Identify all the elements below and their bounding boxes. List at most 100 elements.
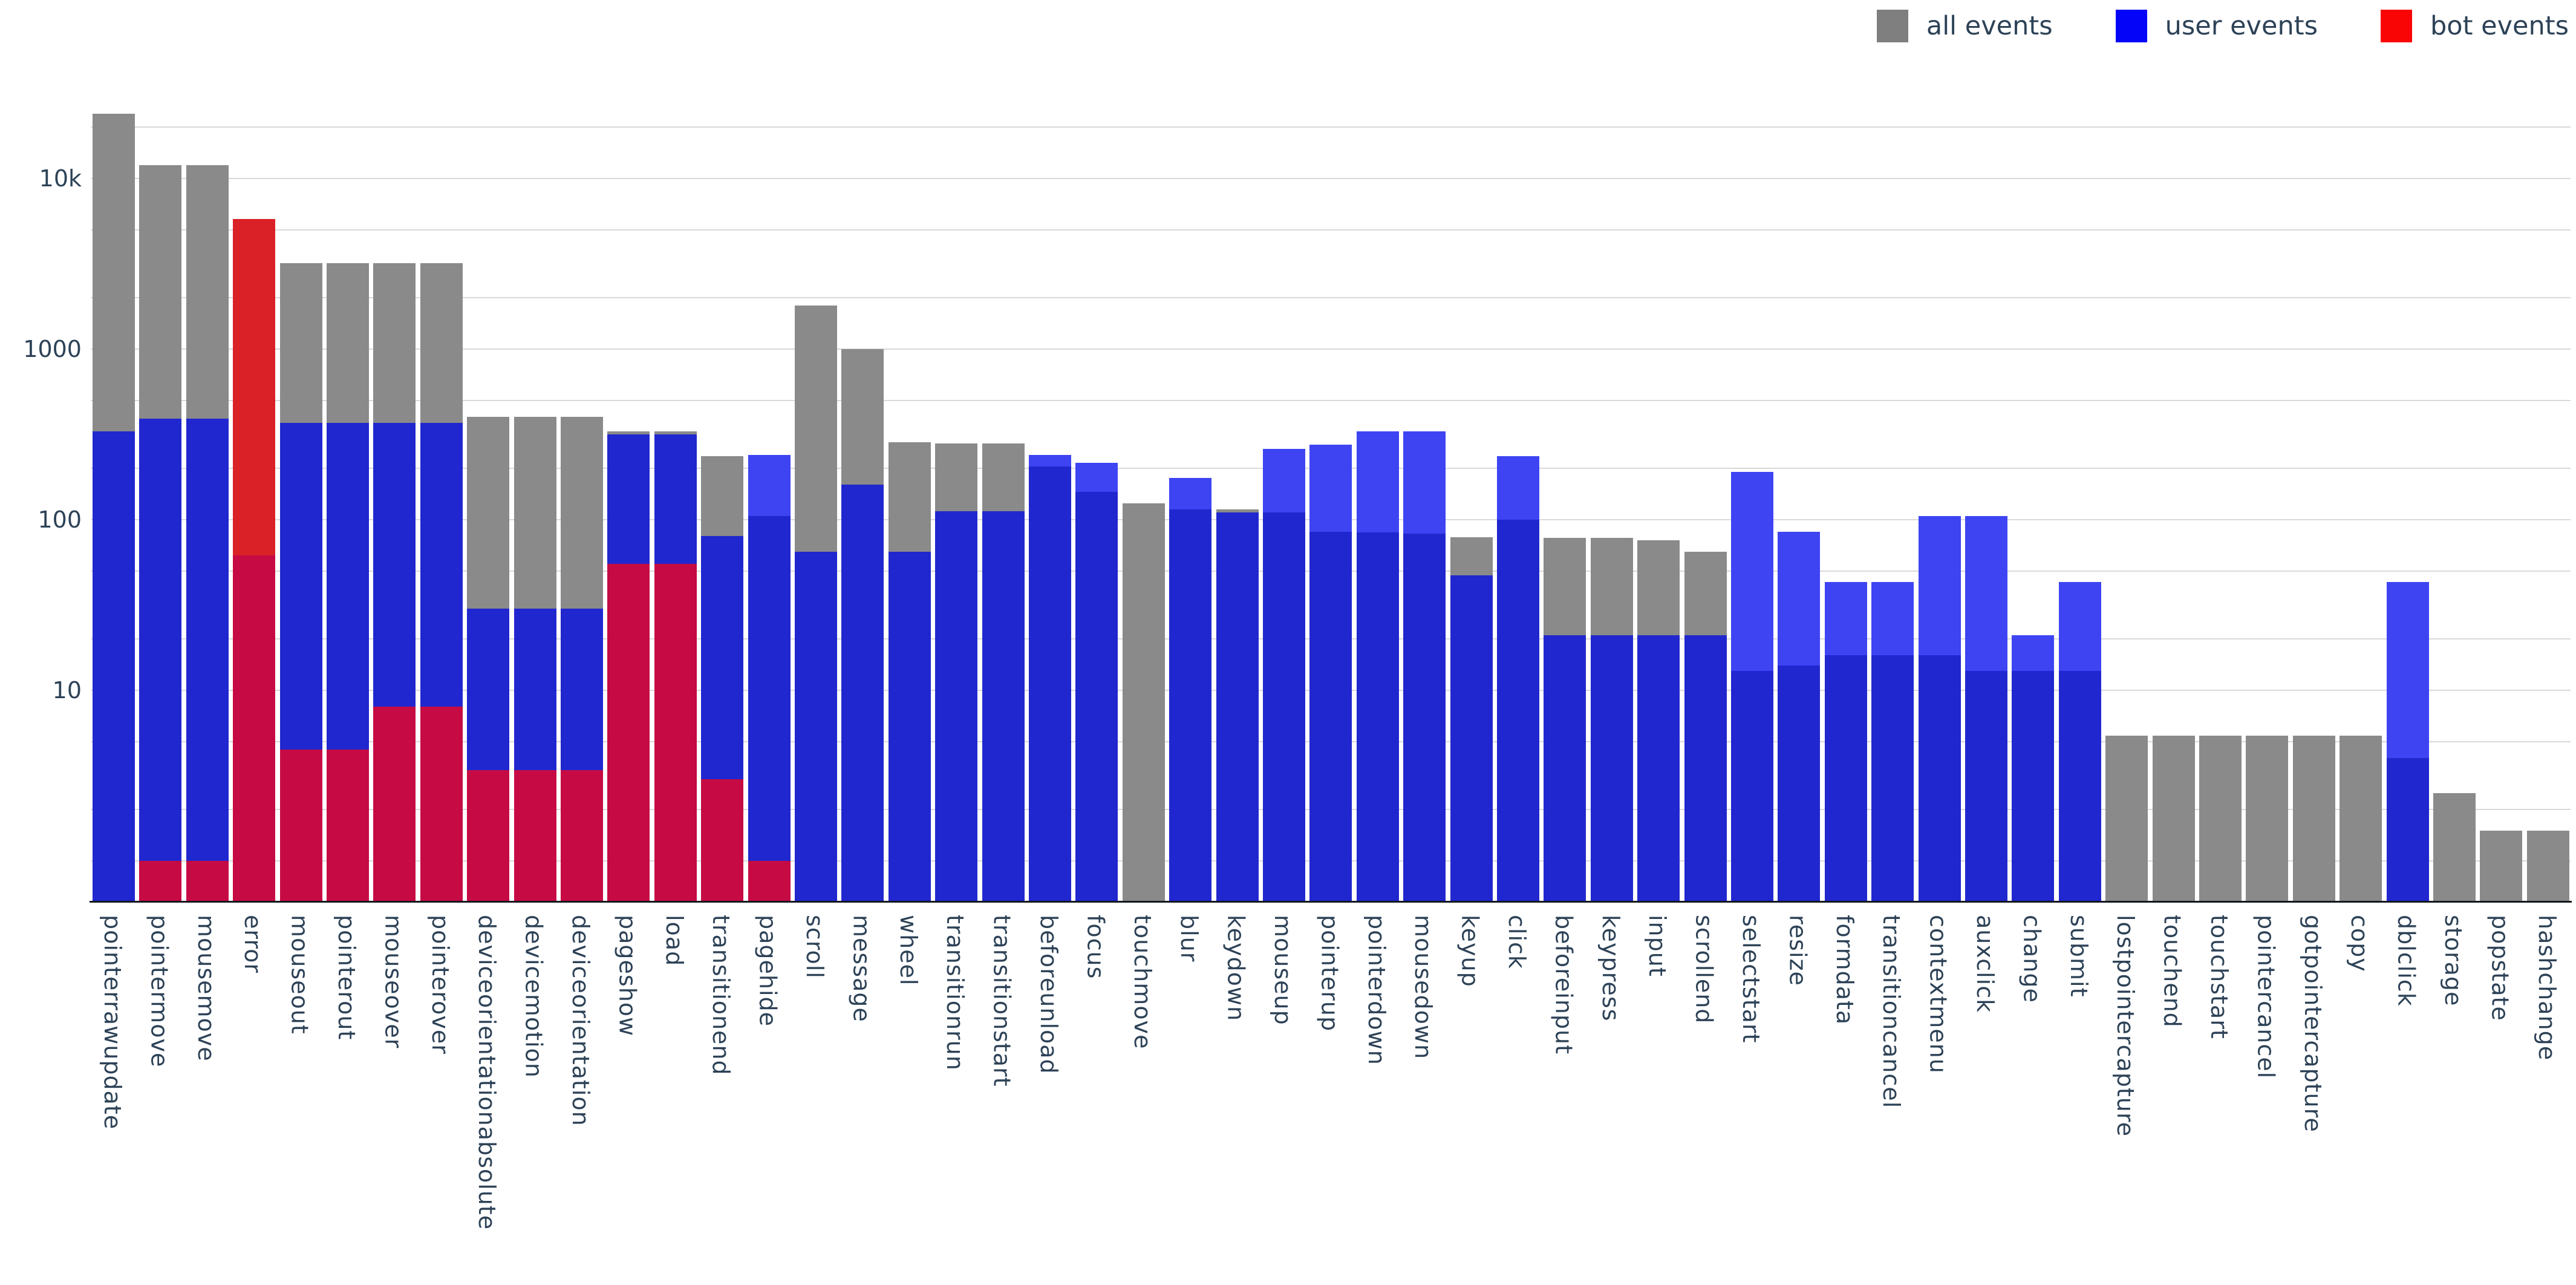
bar-pointerover[interactable] [420, 0, 463, 901]
bar-mousedown[interactable] [1403, 0, 1446, 901]
bar-error[interactable] [233, 0, 276, 901]
bar-segment-all [1590, 538, 1633, 636]
bar-touchstart[interactable] [2199, 0, 2242, 901]
bar-segment-user [2012, 635, 2055, 671]
bar-touchend[interactable] [2152, 0, 2195, 901]
bar-segment-user [1731, 670, 1773, 901]
bar-segment-all [1684, 551, 1727, 636]
bar-segment-all [2526, 831, 2569, 901]
bar-contextmenu[interactable] [1918, 0, 1961, 901]
bar-formdata[interactable] [1824, 0, 1867, 901]
x-tick-click: click [1504, 915, 1530, 969]
bar-gotpointercapture[interactable] [2292, 0, 2335, 901]
bar-segment-user [1871, 582, 1914, 656]
x-tick-message: message [848, 915, 875, 1022]
bar-keypress[interactable] [1590, 0, 1633, 901]
bar-segment-user [841, 485, 884, 901]
bar-transitionend[interactable] [701, 0, 744, 901]
x-tick-pointercancel: pointercancel [2252, 915, 2280, 1079]
bar-segment-user [373, 422, 416, 707]
gridline-20000 [91, 126, 2571, 128]
bar-copy[interactable] [2340, 0, 2382, 901]
bar-segment-user [1497, 520, 1539, 901]
chart-legend: all events user events bot events [1876, 10, 2569, 42]
x-tick-error: error [240, 915, 267, 973]
bar-segment-bot [514, 770, 556, 901]
x-tick-mousedown: mousedown [1410, 915, 1437, 1060]
x-tick-mouseout: mouseout [286, 915, 313, 1035]
bar-segment-all [2433, 793, 2476, 901]
bar-submit[interactable] [2058, 0, 2101, 901]
bar-segment-user [2058, 670, 2101, 901]
bar-beforeunload[interactable] [1029, 0, 1071, 901]
bar-load[interactable] [654, 0, 697, 901]
bar-segment-all [1450, 537, 1493, 576]
bar-beforeinput[interactable] [1544, 0, 1586, 901]
x-tick-touchend: touchend [2159, 915, 2186, 1028]
bar-selectstart[interactable] [1731, 0, 1773, 901]
bar-mouseup[interactable] [1263, 0, 1305, 901]
bar-resize[interactable] [1778, 0, 1821, 901]
bar-mousemove[interactable] [186, 0, 229, 901]
x-tick-pageshow: pageshow [614, 915, 641, 1037]
bar-popstate[interactable] [2480, 0, 2523, 901]
x-tick-dblclick: dblclick [2393, 915, 2420, 1007]
bar-segment-user [1263, 448, 1305, 513]
bar-touchmove[interactable] [1122, 0, 1165, 901]
bar-deviceorientationabsolute[interactable] [467, 0, 510, 901]
bar-segment-user [1965, 516, 2007, 671]
bar-segment-all [1637, 540, 1680, 636]
bar-deviceorientation[interactable] [561, 0, 603, 901]
bar-segment-user [1309, 531, 1352, 901]
bar-click[interactable] [1497, 0, 1539, 901]
bar-message[interactable] [841, 0, 884, 901]
bar-mouseout[interactable] [279, 0, 322, 901]
bar-mouseover[interactable] [373, 0, 416, 901]
bar-segment-user [1403, 431, 1446, 534]
bar-transitionstart[interactable] [982, 0, 1025, 901]
bar-focus[interactable] [1075, 0, 1118, 901]
x-tick-submit: submit [2065, 915, 2092, 998]
bar-scrollend[interactable] [1684, 0, 1727, 901]
bar-pointerup[interactable] [1309, 0, 1352, 901]
bar-pointercancel[interactable] [2246, 0, 2289, 901]
bar-wheel[interactable] [888, 0, 931, 901]
x-tick-hashchange: hashchange [2533, 915, 2560, 1061]
bar-segment-all [2292, 736, 2335, 901]
bar-pagehide[interactable] [748, 0, 791, 901]
legend-item-user-events[interactable]: user events [2115, 10, 2318, 42]
bar-keyup[interactable] [1450, 0, 1493, 901]
bar-segment-bot [139, 861, 182, 901]
x-tick-pointerout: pointerout [333, 915, 360, 1041]
bar-pointerdown[interactable] [1356, 0, 1399, 901]
bar-blur[interactable] [1169, 0, 1212, 901]
bar-lostpointercapture[interactable] [2105, 0, 2148, 901]
legend-item-bot-events[interactable]: bot events [2380, 10, 2569, 42]
bar-segment-all [373, 263, 416, 423]
bar-auxclick[interactable] [1965, 0, 2007, 901]
bar-segment-user [1216, 512, 1259, 901]
bar-hashchange[interactable] [2526, 0, 2569, 901]
bar-pointermove[interactable] [139, 0, 182, 901]
bar-segment-user [1544, 635, 1586, 901]
x-tick-touchmove: touchmove [1129, 915, 1156, 1050]
bar-devicemotion[interactable] [514, 0, 556, 901]
bar-pageshow[interactable] [607, 0, 650, 901]
bar-change[interactable] [2012, 0, 2055, 901]
bar-keydown[interactable] [1216, 0, 1259, 901]
bar-storage[interactable] [2433, 0, 2476, 901]
bar-segment-user [1731, 472, 1773, 671]
legend-item-all-events[interactable]: all events [1876, 10, 2053, 42]
bar-segment-all [327, 263, 369, 423]
x-tick-transitioncancel: transitioncancel [1878, 915, 1905, 1109]
bar-transitioncancel[interactable] [1871, 0, 1914, 901]
bar-scroll[interactable] [795, 0, 837, 901]
bar-dblclick[interactable] [2386, 0, 2429, 901]
bar-pointerrawupdate[interactable] [93, 0, 135, 901]
bar-transitionrun[interactable] [935, 0, 978, 901]
x-tick-gotpointercapture: gotpointercapture [2299, 915, 2326, 1133]
bar-segment-bot [186, 861, 229, 901]
bar-segment-all [795, 306, 837, 552]
bar-input[interactable] [1637, 0, 1680, 901]
bar-pointerout[interactable] [327, 0, 369, 901]
